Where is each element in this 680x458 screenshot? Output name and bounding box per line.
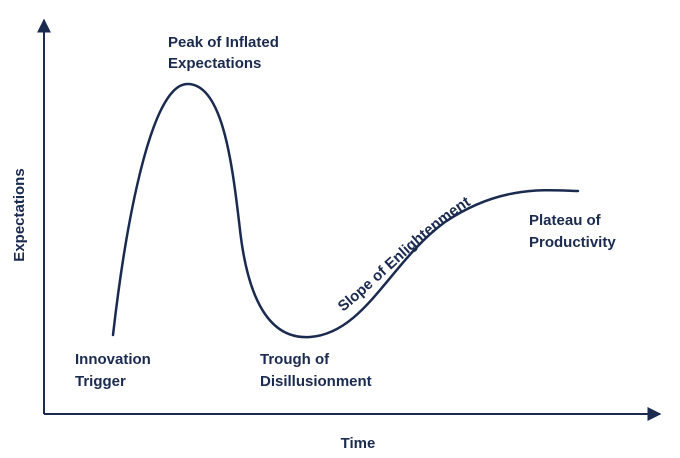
x-axis-label: Time: [341, 435, 376, 452]
y-axis-label: Expectations: [11, 168, 28, 261]
label-trough-line2: Disillusionment: [260, 373, 372, 390]
label-plateau-productivity: Plateau of Productivity: [529, 212, 616, 251]
label-trough-disillusionment: Trough of Disillusionment: [260, 351, 372, 390]
label-peak-line2: Expectations: [168, 55, 261, 72]
label-trough-line1: Trough of: [260, 351, 330, 368]
label-plateau-line2: Productivity: [529, 234, 616, 251]
label-slope-text: Slope of Enlightenment: [335, 193, 474, 315]
label-plateau-line1: Plateau of: [529, 212, 602, 229]
label-innovation-trigger-line1: Innovation: [75, 351, 151, 368]
label-slope-enlightenment: Slope of Enlightenment: [335, 193, 474, 315]
hype-cycle-curve: [111, 82, 580, 339]
label-peak-line1: Peak of Inflated: [168, 34, 279, 51]
label-innovation-trigger: Innovation Trigger: [75, 351, 155, 390]
label-innovation-trigger-line2: Trigger: [75, 373, 126, 390]
label-peak-inflated-expectations: Peak of Inflated Expectations: [168, 34, 283, 72]
